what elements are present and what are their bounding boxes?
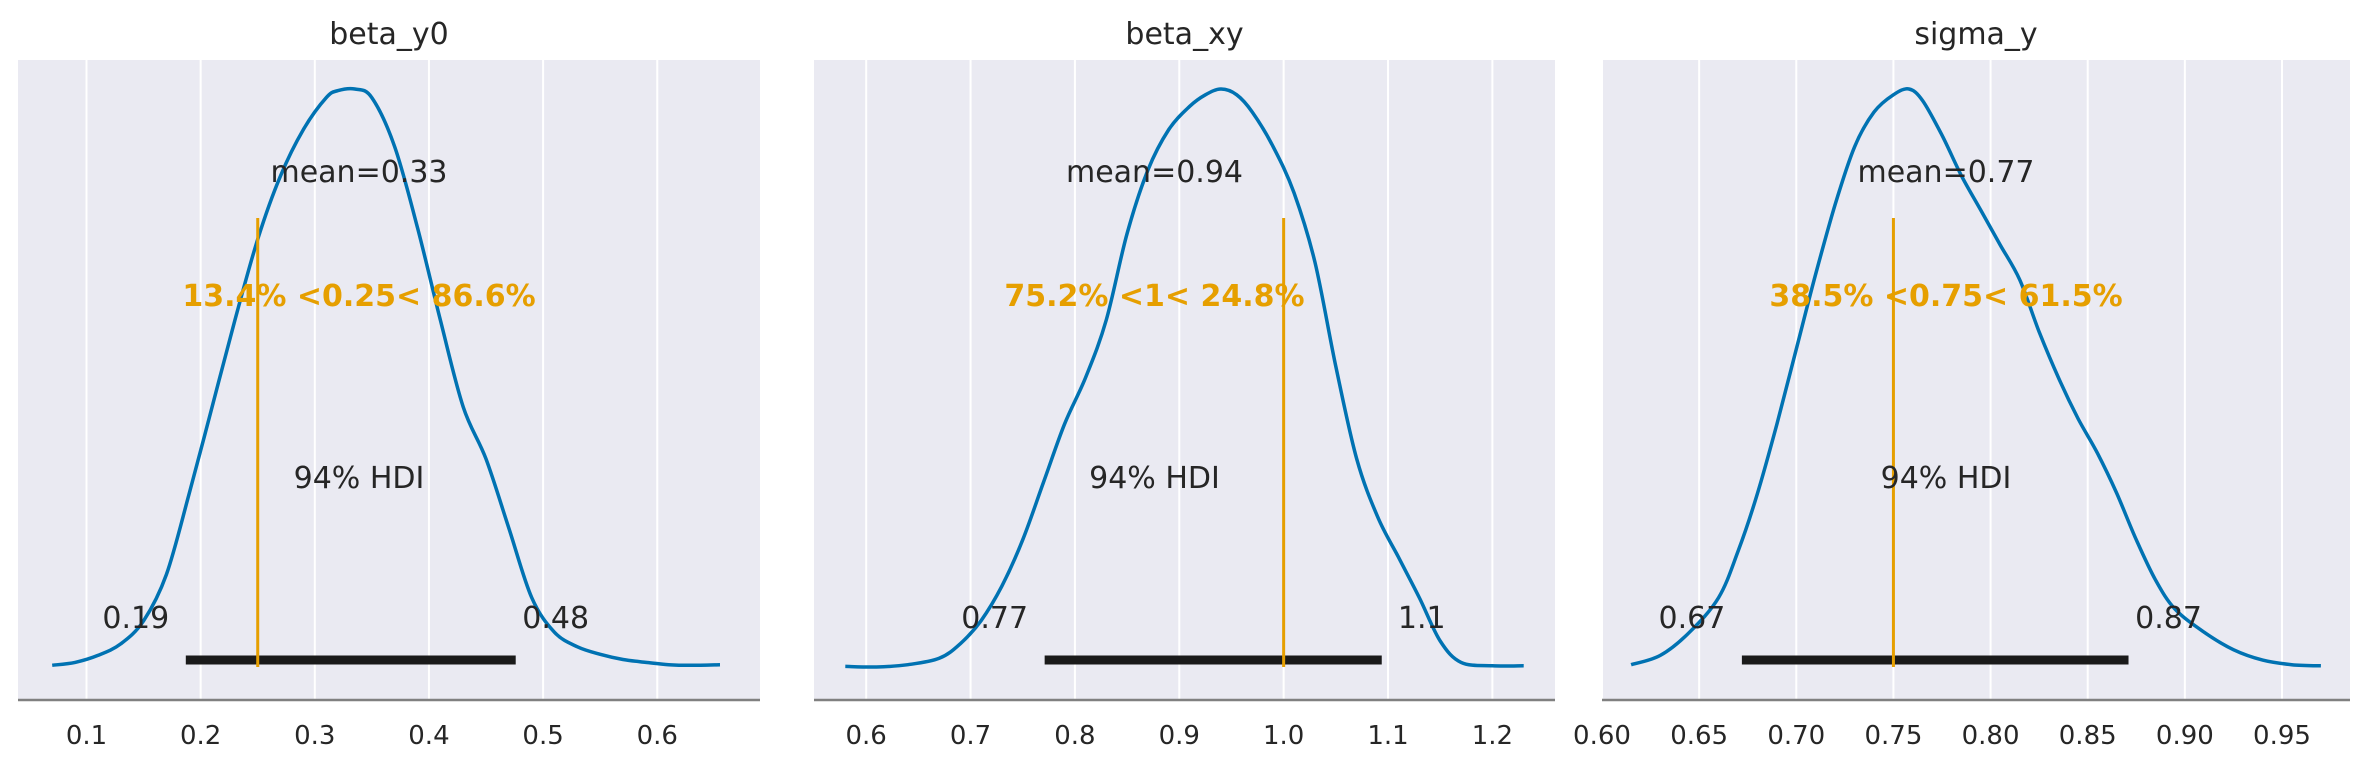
hdi-lower-label: 0.77 — [961, 601, 1028, 636]
x-tick-label: 0.65 — [1670, 721, 1728, 751]
plot-background — [18, 60, 760, 700]
x-tick-label: 0.75 — [1864, 721, 1922, 751]
x-tick-label: 0.8 — [1054, 721, 1095, 751]
hdi-upper-label: 0.87 — [2135, 601, 2202, 636]
x-tick-label: 0.70 — [1767, 721, 1825, 751]
x-tick-label: 0.85 — [2059, 721, 2117, 751]
x-tick-label: 1.0 — [1263, 721, 1304, 751]
panel-sigma_y: 0.60 0.65 0.70 0.75 0.80 0.85 0.90 0.95 sigma_y 0… — [1573, 17, 2350, 751]
panel-beta_y0: 0.1 0.2 0.3 0.4 0.5 0.6 beta_y0 0.19 0.48 94% HDI… — [18, 17, 760, 751]
x-tick-label: 0.1 — [66, 721, 107, 751]
x-tick-label: 0.60 — [1573, 721, 1631, 751]
mean-label: mean=0.33 — [270, 155, 447, 190]
mean-label: mean=0.94 — [1066, 155, 1243, 190]
posterior-density-curve — [845, 87, 1524, 669]
reference-percent-label: 75.2% <1< 24.8% — [1004, 279, 1304, 314]
reference-percent-label: 13.4% <0.25< 86.6% — [182, 279, 535, 314]
x-tick-label: 0.5 — [522, 721, 563, 751]
hdi-upper-label: 1.1 — [1398, 601, 1446, 636]
x-tick-label: 0.9 — [1159, 721, 1200, 751]
x-tick-label: 0.80 — [1962, 721, 2020, 751]
panel-title: sigma_y — [1914, 17, 2037, 52]
hdi-label: 94% HDI — [1881, 461, 2012, 496]
reference-percent-label: 38.5% <0.75< 61.5% — [1769, 279, 2122, 314]
plot-background — [1602, 60, 2350, 700]
hdi-upper-label: 0.48 — [522, 601, 589, 636]
panel-beta_xy: 0.6 0.7 0.8 0.9 1.0 1.1 1.2 beta_xy 0.77 1.1 94% H… — [814, 17, 1555, 751]
x-tick-label: 0.2 — [180, 721, 221, 751]
plot-background — [814, 60, 1555, 700]
hdi-label: 94% HDI — [294, 461, 425, 496]
x-tick-label: 0.6 — [846, 721, 887, 751]
x-tick-label: 0.7 — [950, 721, 991, 751]
x-tick-label: 0.6 — [637, 721, 678, 751]
panel-title: beta_y0 — [329, 17, 449, 52]
posterior-density-curve — [51, 86, 721, 668]
hdi-lower-label: 0.19 — [102, 601, 169, 636]
mean-label: mean=0.77 — [1857, 155, 2034, 190]
x-tick-label: 0.90 — [2156, 721, 2214, 751]
hdi-lower-label: 0.67 — [1658, 601, 1725, 636]
x-tick-label: 0.95 — [2253, 721, 2311, 751]
x-tick-label: 1.2 — [1472, 721, 1513, 751]
panel-title: beta_xy — [1125, 17, 1243, 52]
x-tick-label: 0.4 — [408, 721, 449, 751]
posterior-density-curve — [1630, 87, 2321, 668]
x-tick-label: 1.1 — [1367, 721, 1408, 751]
x-tick-label: 0.3 — [294, 721, 335, 751]
hdi-label: 94% HDI — [1089, 461, 1220, 496]
